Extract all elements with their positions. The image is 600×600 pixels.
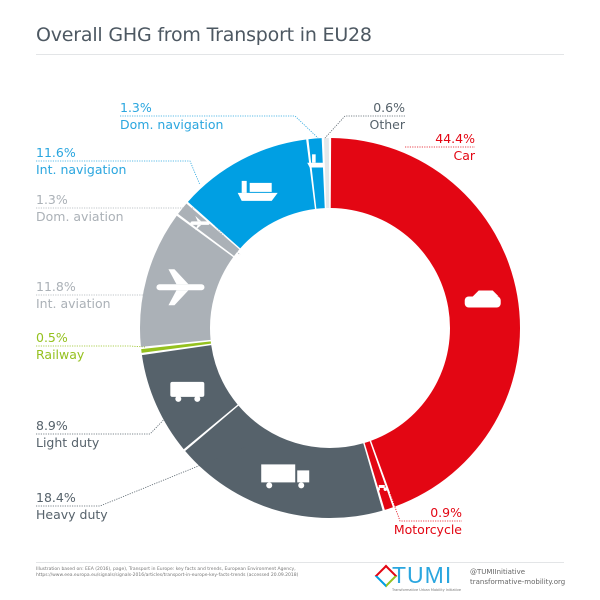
truck-icon bbox=[261, 464, 310, 489]
segment-light-duty bbox=[141, 345, 238, 450]
small-plane-icon bbox=[190, 215, 210, 231]
leader-line bbox=[36, 160, 201, 186]
van-icon bbox=[170, 381, 205, 402]
value-label: 11.6% bbox=[36, 145, 76, 160]
segment-other bbox=[323, 138, 330, 209]
segment-railway bbox=[141, 341, 212, 353]
value-label: 0.5% bbox=[36, 330, 68, 345]
tumi-logo-text: TUMI bbox=[392, 562, 453, 588]
chart-title: Overall GHG from Transport in EU28 bbox=[36, 24, 372, 46]
motorcycle-icon bbox=[376, 484, 388, 491]
category-label: Dom. navigation bbox=[120, 117, 223, 132]
value-label: 1.3% bbox=[120, 100, 152, 115]
social-links: @TUMIInitiative transformative-mobility.… bbox=[470, 567, 565, 587]
category-label: Light duty bbox=[36, 435, 100, 450]
footer-divider bbox=[36, 562, 564, 563]
value-label: 0.6% bbox=[373, 100, 405, 115]
leader-line bbox=[389, 492, 462, 522]
category-label: Heavy duty bbox=[36, 507, 108, 522]
category-label: Dom. aviation bbox=[36, 209, 124, 224]
category-label: Car bbox=[453, 148, 475, 163]
value-label: 8.9% bbox=[36, 418, 68, 433]
segment-motorcycle bbox=[364, 441, 393, 510]
source-note: Illustration based on: EEA (2016), page)… bbox=[36, 567, 299, 578]
category-label: Int. navigation bbox=[36, 162, 126, 177]
segment-car bbox=[330, 138, 521, 507]
value-label: 44.4% bbox=[435, 131, 475, 146]
value-label: 18.4% bbox=[36, 490, 76, 505]
container-ship-icon bbox=[237, 180, 278, 201]
leader-line bbox=[36, 345, 146, 348]
segment-dom-aviation bbox=[178, 203, 240, 256]
leader-line bbox=[36, 407, 176, 435]
title-divider bbox=[36, 54, 564, 55]
leader-line bbox=[324, 115, 405, 139]
airplane-icon bbox=[156, 269, 205, 306]
website-link[interactable]: transformative-mobility.org bbox=[470, 578, 566, 586]
category-label: Other bbox=[370, 117, 406, 132]
ferry-icon bbox=[307, 154, 327, 168]
category-label: Motorcycle bbox=[394, 522, 462, 537]
value-label: 1.3% bbox=[36, 192, 68, 207]
segment-int-aviation bbox=[140, 215, 234, 347]
leader-line bbox=[120, 115, 319, 139]
tumi-logo-subtitle: Transformative Urban Mobility Initiative bbox=[392, 588, 462, 592]
category-label: Int. aviation bbox=[36, 296, 111, 311]
twitter-handle[interactable]: @TUMIInitiative bbox=[470, 568, 526, 576]
car-icon bbox=[464, 290, 501, 308]
category-label: Railway bbox=[36, 347, 85, 362]
value-label: 0.9% bbox=[430, 505, 462, 520]
segment-heavy-duty bbox=[185, 405, 383, 518]
value-label: 11.8% bbox=[36, 279, 76, 294]
